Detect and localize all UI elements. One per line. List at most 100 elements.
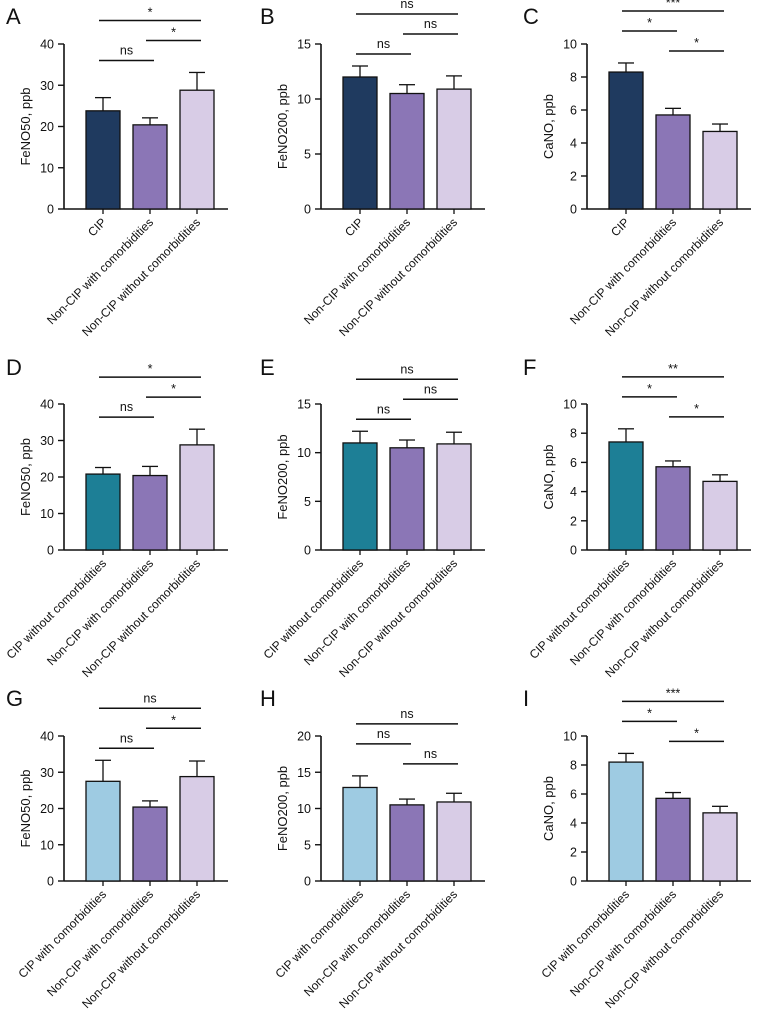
significance-label: ns (377, 37, 390, 51)
bar (132, 474, 168, 551)
y-tick-label: 6 (570, 788, 577, 802)
category-label: CIP with comorbidities (15, 887, 109, 981)
category-label: CIP (608, 215, 632, 239)
y-tick-label: 30 (40, 434, 54, 448)
bar (179, 444, 215, 551)
panel-letter: G (6, 686, 23, 711)
y-tick-label: 5 (304, 148, 311, 162)
panel-letter: D (6, 355, 22, 380)
bar (179, 89, 215, 210)
y-axis-label: FeNO50, ppb (18, 87, 33, 165)
bar (179, 775, 215, 882)
bar (132, 806, 168, 882)
significance-label: * (171, 382, 176, 396)
y-tick-label: 20 (40, 471, 54, 485)
y-tick-label: 15 (297, 398, 311, 412)
significance-label: ns (400, 362, 413, 376)
y-tick-label: 4 (570, 485, 577, 499)
bar (436, 443, 472, 551)
significance-label: *** (666, 686, 681, 700)
panel-letter: F (523, 355, 536, 380)
y-tick-label: 15 (297, 766, 311, 780)
significance-label: ns (424, 17, 437, 31)
y-tick-label: 10 (563, 730, 577, 744)
y-axis-label: FeNO50, ppb (18, 438, 33, 516)
category-label: CIP (85, 215, 109, 239)
significance-label: ns (424, 382, 437, 396)
bar (342, 442, 378, 551)
significance-label: ns (400, 0, 413, 11)
y-tick-label: 20 (297, 730, 311, 744)
bar (436, 88, 472, 210)
y-axis-label: FeNO200, ppb (275, 766, 290, 851)
significance-label: * (694, 402, 699, 416)
y-tick-label: 0 (570, 544, 577, 558)
significance-label: * (148, 362, 153, 376)
y-tick-label: 0 (570, 875, 577, 889)
panel-letter: E (260, 355, 275, 380)
significance-label: ns (377, 727, 390, 741)
significance-label: * (694, 36, 699, 50)
y-tick-label: 30 (40, 79, 54, 93)
bar (342, 786, 378, 882)
significance-label: ns (120, 400, 133, 414)
y-tick-label: 0 (570, 203, 577, 217)
significance-label: ns (120, 731, 133, 745)
y-axis-label: CaNO, ppb (541, 94, 556, 159)
y-tick-label: 6 (570, 104, 577, 118)
y-tick-label: 0 (47, 544, 54, 558)
category-label: CIP with comorbidities (538, 887, 632, 981)
y-tick-label: 8 (570, 427, 577, 441)
significance-label: ns (120, 43, 133, 57)
y-tick-label: 10 (40, 838, 54, 852)
significance-label: ns (400, 707, 413, 721)
y-tick-label: 2 (570, 170, 577, 184)
significance-label: ns (143, 691, 156, 705)
y-axis-label: FeNO200, ppb (275, 434, 290, 519)
significance-label: * (171, 713, 176, 727)
significance-label: * (647, 706, 652, 720)
y-tick-label: 10 (297, 93, 311, 107)
panel-letter: A (6, 4, 21, 29)
bar (132, 124, 168, 210)
y-tick-label: 4 (570, 817, 577, 831)
y-tick-label: 10 (40, 507, 54, 521)
y-axis-label: FeNO200, ppb (275, 84, 290, 169)
bar (342, 76, 378, 210)
significance-label: ns (377, 402, 390, 416)
bar (655, 466, 691, 551)
bar (702, 480, 738, 551)
bar (436, 801, 472, 882)
significance-label: * (694, 726, 699, 740)
bar (85, 473, 121, 551)
bar (702, 130, 738, 210)
significance-label: ** (668, 362, 678, 376)
bar (85, 110, 121, 210)
bar (702, 812, 738, 882)
chart-panel-g: G 0 10 20 30 40 FeNO50, ppb CIP with comorbidit… (6, 686, 228, 1011)
y-tick-label: 0 (304, 203, 311, 217)
y-tick-label: 10 (563, 398, 577, 412)
y-tick-label: 2 (570, 846, 577, 860)
bar (655, 797, 691, 882)
bar (85, 780, 121, 882)
y-tick-label: 0 (304, 875, 311, 889)
y-tick-label: 40 (40, 398, 54, 412)
y-tick-label: 5 (304, 838, 311, 852)
y-tick-label: 30 (40, 766, 54, 780)
significance-label: * (148, 5, 153, 19)
significance-label: * (171, 25, 176, 39)
significance-label: ns (424, 747, 437, 761)
category-label: CIP (342, 215, 366, 239)
y-tick-label: 10 (297, 802, 311, 816)
y-axis-label: CaNO, ppb (541, 776, 556, 841)
panel-letter: B (260, 4, 275, 29)
chart-panel-h: H 0 5 10 15 20 FeNO200, ppb CIP with comorbidit… (260, 686, 485, 1011)
y-tick-label: 4 (570, 137, 577, 151)
